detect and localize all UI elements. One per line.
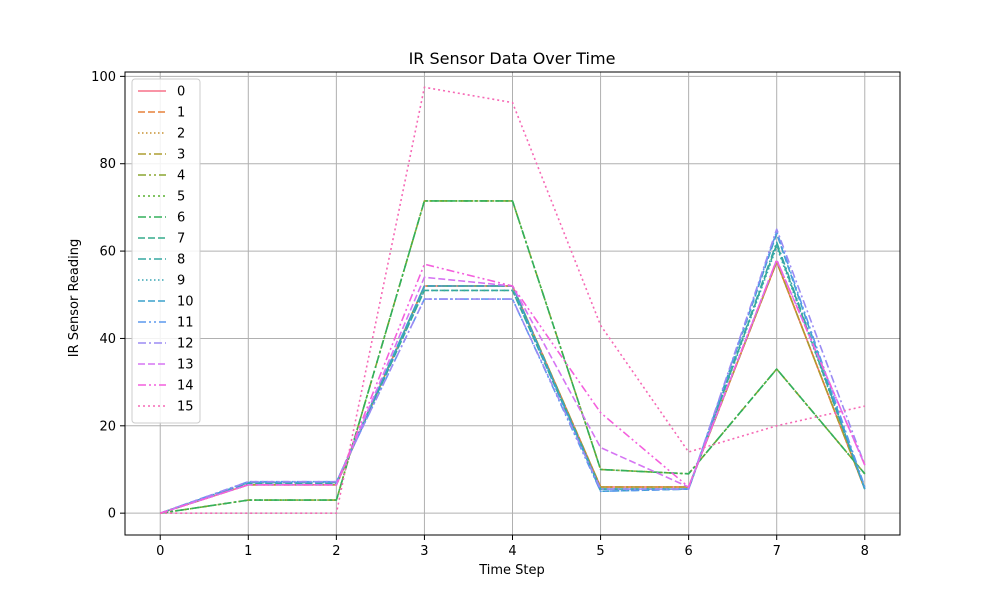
legend-box	[131, 78, 201, 424]
legend-label-6: 6	[177, 211, 185, 226]
legend-label-14: 14	[177, 379, 194, 394]
legend-label-8: 8	[177, 253, 185, 268]
y-axis-title: IR Sensor Reading	[67, 239, 82, 357]
series-line-9	[159, 245, 866, 514]
y-tick-label: 60	[99, 245, 116, 260]
legend-label-2: 2	[177, 127, 185, 142]
legend-label-5: 5	[177, 190, 185, 205]
x-tick-label: 8	[861, 544, 869, 559]
legend-label-11: 11	[177, 316, 194, 331]
x-tick-label: 1	[244, 544, 252, 559]
series-line-14	[159, 258, 866, 514]
legend-label-12: 12	[177, 337, 194, 352]
x-axis-title: Time Step	[478, 563, 545, 578]
x-tick-label: 7	[773, 544, 781, 559]
legend-label-3: 3	[177, 148, 185, 163]
x-tick-label: 2	[332, 544, 340, 559]
legend-label-0: 0	[177, 85, 185, 100]
y-tick-label: 40	[99, 332, 116, 347]
legend-label-4: 4	[177, 169, 185, 184]
legend-label-1: 1	[177, 106, 185, 121]
series-line-6	[160, 200, 866, 514]
x-tick-label: 5	[596, 544, 604, 559]
x-axis: 0 1 2 3 4 5 6 7 8	[156, 535, 869, 559]
grid	[125, 72, 900, 535]
legend-label-13: 13	[177, 358, 194, 373]
y-tick-label: 20	[99, 419, 116, 434]
chart-title: IR Sensor Data Over Time	[409, 49, 616, 68]
legend-label-10: 10	[177, 295, 194, 310]
series-line-11	[159, 230, 866, 514]
series-layer	[159, 86, 866, 515]
y-axis: 0 20 40 60 80 100	[91, 70, 125, 522]
legend-label-7: 7	[177, 232, 185, 247]
y-tick-label: 80	[99, 157, 116, 172]
x-tick-label: 6	[684, 544, 692, 559]
y-tick-label: 100	[91, 70, 116, 85]
x-tick-label: 0	[156, 544, 164, 559]
legend-label-15: 15	[177, 400, 194, 415]
x-tick-label: 3	[420, 544, 428, 559]
y-tick-label: 0	[108, 507, 116, 522]
x-tick-label: 4	[508, 544, 516, 559]
series-line-15	[160, 86, 865, 515]
legend-label-9: 9	[177, 274, 185, 289]
